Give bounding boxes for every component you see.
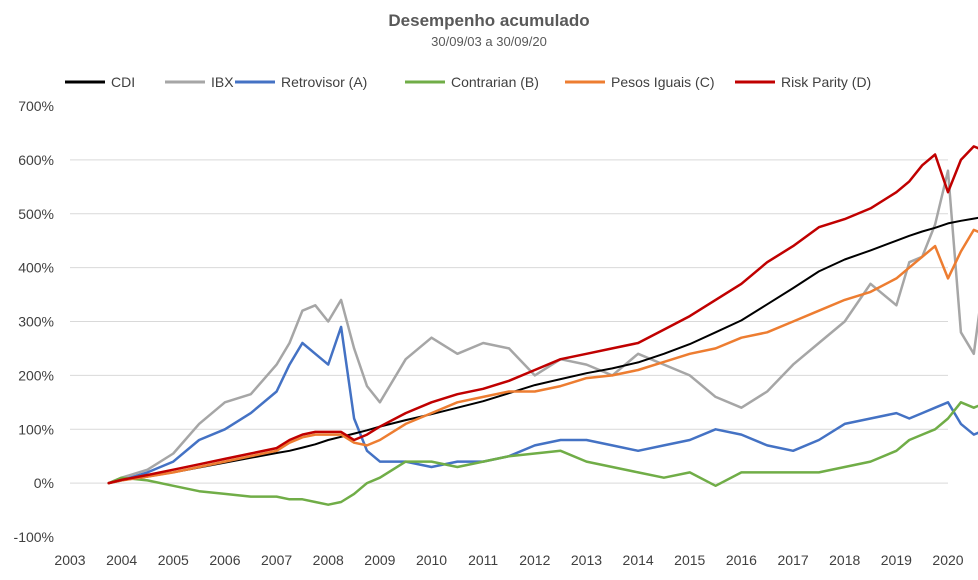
- y-tick-label: 500%: [18, 206, 54, 222]
- series-line-pesos-iguais-c: [107, 228, 978, 485]
- x-tick-label: 2018: [829, 552, 860, 568]
- x-tick-label: 2015: [674, 552, 705, 568]
- x-tick-label: 2011: [468, 552, 498, 568]
- legend-label: Contrarian (B): [451, 74, 539, 90]
- chart-subtitle: 30/09/03 a 30/09/20: [431, 34, 547, 49]
- legend-label: CDI: [111, 74, 135, 90]
- legend-label: IBX: [211, 74, 234, 90]
- y-tick-label: 700%: [18, 98, 54, 114]
- x-axis: 2003 2004 2005 2006 2007 2008 2009 2010 2011 2012…: [54, 552, 963, 568]
- legend: CDI IBX Retrovisor (A) Contrarian (B) Pesos …: [65, 74, 871, 90]
- legend-item-ibx: IBX: [165, 74, 234, 90]
- legend-item-risk-parity-d: Risk Parity (D): [735, 74, 871, 90]
- x-tick-label: 2014: [623, 552, 654, 568]
- legend-label: Pesos Iguais (C): [611, 74, 714, 90]
- legend-item-pesos-iguais-c: Pesos Iguais (C): [565, 74, 714, 90]
- x-tick-label: 2016: [726, 552, 757, 568]
- x-tick-label: 2013: [571, 552, 602, 568]
- x-tick-label: 2004: [106, 552, 137, 568]
- x-tick-label: 2007: [261, 552, 292, 568]
- y-tick-label: 200%: [18, 367, 54, 383]
- x-tick-label: 2019: [881, 552, 912, 568]
- series-line-retrovisor-a: [107, 325, 978, 485]
- x-tick-label: 2009: [364, 552, 395, 568]
- plot-area: [107, 145, 978, 506]
- legend-item-contrarian-b: Contrarian (B): [405, 74, 539, 90]
- x-tick-label: 2010: [416, 552, 447, 568]
- x-tick-label: 2020: [932, 552, 963, 568]
- legend-item-retrovisor-a: Retrovisor (A): [235, 74, 367, 90]
- x-tick-label: 2005: [158, 552, 189, 568]
- y-tick-label: 600%: [18, 152, 54, 168]
- x-tick-label: 2008: [313, 552, 344, 568]
- x-tick-label: 2003: [54, 552, 85, 568]
- y-tick-label: 0%: [34, 475, 54, 491]
- gridlines: [70, 159, 948, 484]
- legend-label: Retrovisor (A): [281, 74, 367, 90]
- legend-label: Risk Parity (D): [781, 74, 871, 90]
- x-tick-label: 2012: [519, 552, 550, 568]
- legend-item-cdi: CDI: [65, 74, 135, 90]
- series-line-risk-parity-d: [107, 145, 978, 485]
- series-line-cdi: [107, 216, 978, 485]
- y-tick-label: 300%: [18, 314, 54, 330]
- series-line-contrarian-b: [107, 401, 978, 506]
- x-tick-label: 2017: [777, 552, 808, 568]
- y-tick-label: 100%: [18, 421, 54, 437]
- y-tick-label: -100%: [14, 529, 54, 545]
- series-line-ibx: [107, 169, 978, 485]
- y-axis: -100% 0% 100% 200% 300% 400% 500% 600% 700%: [14, 98, 54, 545]
- chart-title: Desempenho acumulado: [388, 11, 589, 30]
- x-tick-label: 2006: [209, 552, 240, 568]
- y-tick-label: 400%: [18, 260, 54, 276]
